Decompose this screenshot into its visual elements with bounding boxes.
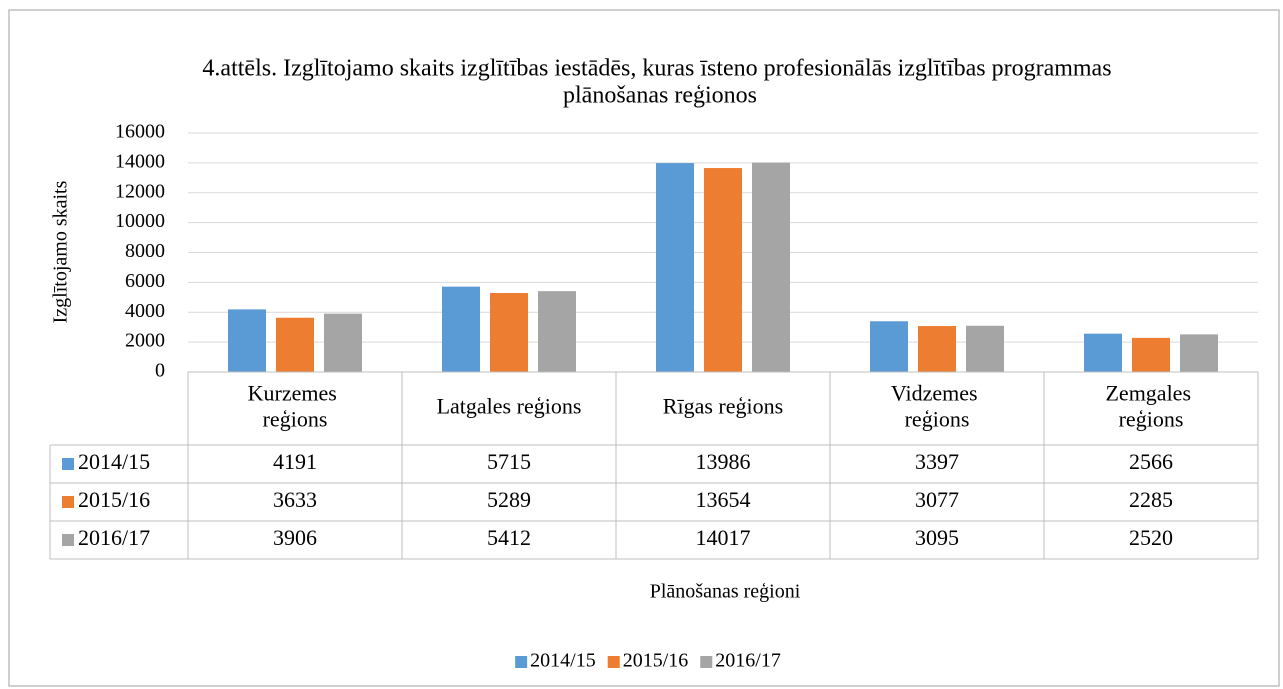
chart-border <box>8 9 1280 687</box>
bar <box>752 162 790 372</box>
table-series-label: 2015/16 <box>78 487 150 512</box>
legend-swatch <box>62 496 74 508</box>
bar <box>870 321 908 372</box>
y-tick-label: 8000 <box>125 240 165 262</box>
table-cell: 3095 <box>915 525 959 550</box>
bar <box>276 317 314 372</box>
table-cell: 13654 <box>696 487 751 512</box>
table-series-label: 2016/17 <box>78 525 150 550</box>
x-axis-title: Plānošanas reģioni <box>650 581 801 603</box>
legend-swatch <box>62 534 74 546</box>
y-tick-label: 4000 <box>125 300 165 322</box>
legend-swatch <box>62 458 74 470</box>
legend-label: 2015/16 <box>623 650 689 672</box>
y-tick-label: 14000 <box>115 150 165 172</box>
legend-swatch <box>700 656 713 668</box>
y-axis-title: Izglītojamo skaits <box>50 180 72 323</box>
bar <box>1132 337 1170 372</box>
table-series-label: 2014/15 <box>78 449 150 474</box>
bar <box>442 286 480 372</box>
legend-label: 2016/17 <box>715 650 781 672</box>
table-cell: 3397 <box>915 449 959 474</box>
y-tick-label: 12000 <box>115 180 165 202</box>
table-cell: 3906 <box>273 525 317 550</box>
x-tick-label: Rīgas reģions <box>663 394 783 419</box>
y-tick-label: 10000 <box>115 210 165 232</box>
bar <box>538 291 576 372</box>
table-cell: 4191 <box>273 449 317 474</box>
bar <box>918 326 956 372</box>
table-cell: 3077 <box>915 487 959 512</box>
chart-title: 4.attēls. Izglītojamo skaits izglītības … <box>202 55 1117 108</box>
table-cell: 3633 <box>273 487 317 512</box>
bar <box>966 325 1004 372</box>
legend-swatch <box>607 656 620 668</box>
table-cell: 13986 <box>696 449 751 474</box>
y-tick-label: 0 <box>155 360 165 382</box>
table-cell: 14017 <box>696 525 751 550</box>
y-tick-label: 16000 <box>115 121 165 143</box>
bar <box>704 168 742 372</box>
y-tick-label: 6000 <box>125 270 165 292</box>
bar <box>490 292 528 372</box>
x-tick-label: Kurzemes reģions <box>248 381 343 432</box>
table-cell: 5289 <box>487 487 531 512</box>
bar <box>656 163 694 372</box>
legend-swatch <box>515 656 528 668</box>
table-cell: 2520 <box>1129 525 1173 550</box>
table-cell: 5715 <box>487 449 531 474</box>
y-tick-label: 2000 <box>125 330 165 352</box>
bar <box>324 313 362 372</box>
table-cell: 5412 <box>487 525 531 550</box>
table-cell: 2566 <box>1129 449 1173 474</box>
x-tick-label: Vidzemes reģions <box>891 381 983 432</box>
bar <box>228 309 266 372</box>
x-tick-label: Latgales reģions <box>437 394 582 419</box>
legend-label: 2014/15 <box>530 650 596 672</box>
x-tick-label: Zemgales reģions <box>1105 381 1196 432</box>
bar <box>1084 333 1122 372</box>
bar <box>1180 334 1218 372</box>
table-cell: 2285 <box>1129 487 1173 512</box>
